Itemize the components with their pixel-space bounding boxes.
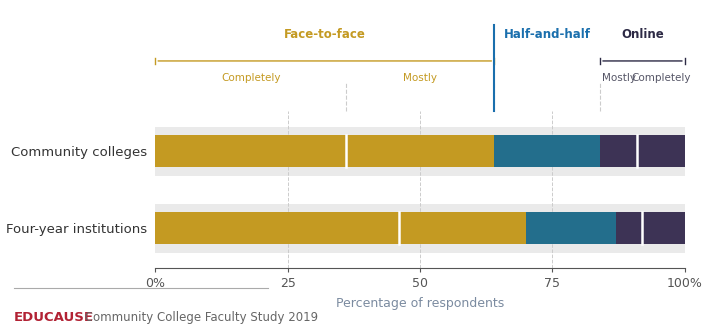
Bar	[399, 212, 526, 244]
Bar	[616, 212, 642, 244]
Bar	[637, 135, 685, 167]
Bar	[155, 212, 399, 244]
Bar	[600, 135, 637, 167]
Text: Completely: Completely	[221, 73, 280, 83]
X-axis label: Percentage of respondents: Percentage of respondents	[336, 297, 504, 310]
Bar	[346, 135, 494, 167]
Text: Completely: Completely	[631, 73, 690, 83]
Text: Mostly: Mostly	[602, 73, 635, 83]
Bar	[155, 135, 346, 167]
Bar	[642, 212, 685, 244]
Text: Mostly: Mostly	[403, 73, 437, 83]
Text: Community College Faculty Study 2019: Community College Faculty Study 2019	[81, 311, 318, 324]
Bar	[155, 203, 685, 253]
Text: EDUCAUSE: EDUCAUSE	[14, 311, 94, 324]
Text: Face-to-face: Face-to-face	[284, 27, 366, 41]
Bar	[155, 127, 685, 176]
Text: Online: Online	[621, 27, 664, 41]
Bar	[494, 135, 600, 167]
Bar	[526, 212, 616, 244]
Text: Half-and-half: Half-and-half	[503, 27, 591, 41]
